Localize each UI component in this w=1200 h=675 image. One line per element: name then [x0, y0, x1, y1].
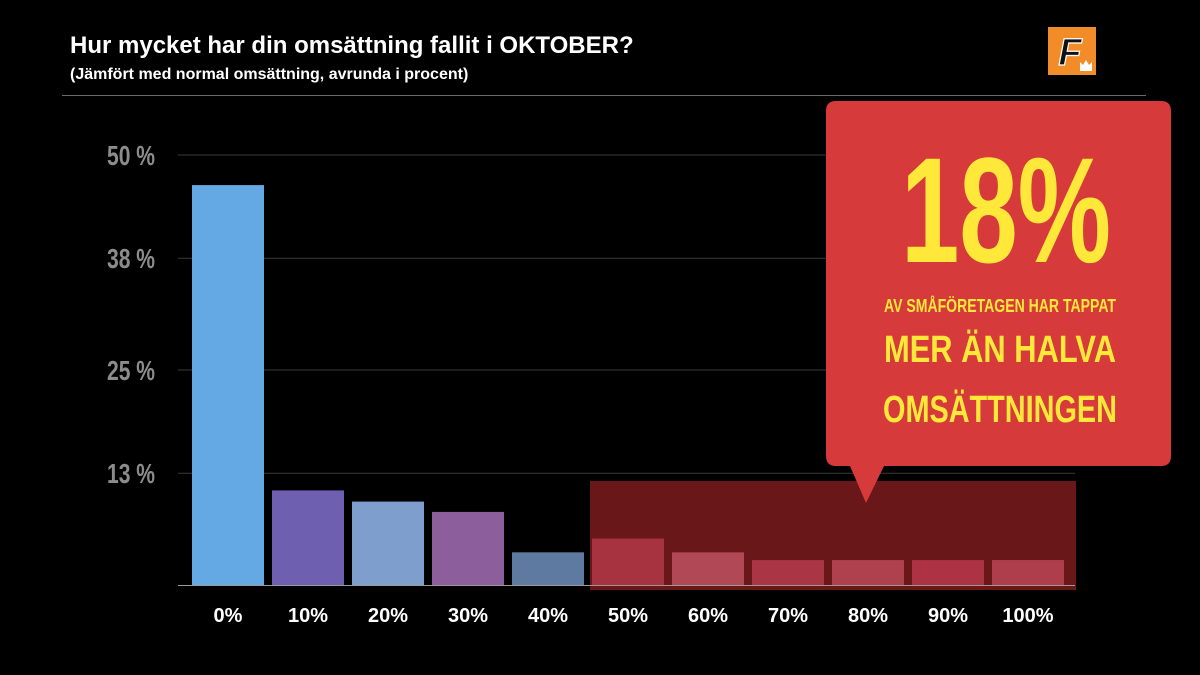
x-tick-label: 0%: [214, 605, 243, 627]
y-tick-label: 50 %: [107, 140, 155, 171]
bar: [272, 490, 344, 585]
bar: [512, 552, 584, 585]
callout: 18% AV SMÅFÖRETAGEN HAR TAPPAT MER ÄN HA…: [826, 101, 1171, 503]
callout-box: [826, 101, 1171, 503]
x-tick-label: 50%: [608, 605, 648, 627]
x-tick-label: 80%: [848, 605, 888, 627]
header-divider: [62, 95, 1146, 96]
bar: [352, 501, 424, 585]
logo-letter: F: [1058, 32, 1083, 74]
chart-title: Hur mycket har din omsättning fallit i O…: [70, 32, 634, 59]
callout-line-3: OMSÄTTNINGEN: [883, 388, 1117, 431]
bar: [192, 185, 264, 585]
chart-subtitle: (Jämfört med normal omsättning, avrunda …: [70, 66, 469, 83]
brand-logo: F: [1048, 27, 1096, 75]
bar: [432, 511, 504, 585]
x-tick-label: 60%: [688, 605, 728, 627]
x-tick-label: 10%: [288, 605, 328, 627]
highlight-box: [590, 481, 1076, 590]
x-tick-label: 30%: [448, 605, 488, 627]
y-tick-label: 13 %: [107, 458, 155, 489]
y-tick-label: 25 %: [107, 355, 155, 386]
x-tick-label: 20%: [368, 605, 408, 627]
x-tick-label: 40%: [528, 605, 568, 627]
highlight-region: [590, 481, 1076, 590]
x-tick-label: 100%: [1002, 605, 1053, 627]
y-axis-ticks: 13 % 25 % 38 % 50 %: [107, 140, 155, 489]
x-tick-label: 90%: [928, 605, 968, 627]
callout-line-2: MER ÄN HALVA: [884, 328, 1116, 371]
x-tick-label: 70%: [768, 605, 808, 627]
callout-line-1: AV SMÅFÖRETAGEN HAR TAPPAT: [884, 296, 1116, 316]
x-axis-ticks: 0% 10% 20% 30% 40% 50% 60% 70% 80% 90% 100%: [214, 605, 1054, 627]
y-tick-label: 38 %: [107, 243, 155, 274]
callout-big-value: 18%: [901, 126, 1111, 294]
crown-icon: [1080, 60, 1092, 71]
